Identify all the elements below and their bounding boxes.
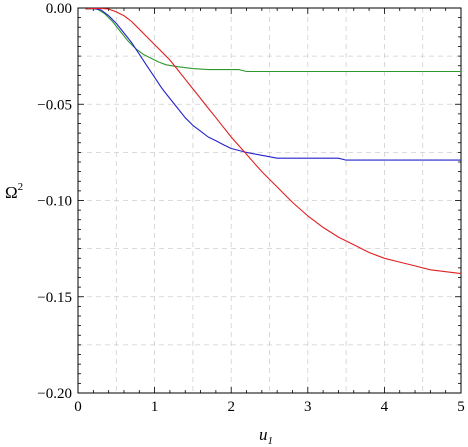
x-axis-label-subscript: 1	[268, 435, 274, 447]
x-tick-label: 4	[381, 399, 389, 415]
grid	[78, 8, 461, 393]
axis-ticks: 0 1 2 3 4 5 0.00 −0.05 −0.10 −0.15 −0.20	[37, 1, 464, 415]
x-axis-label: u1	[259, 425, 273, 447]
series-line-2	[85, 8, 461, 161]
y-tick-label: −0.20	[37, 386, 72, 402]
x-tick-label: 5	[457, 399, 465, 415]
x-tick-label: 0	[74, 399, 82, 415]
series-line-3	[85, 7, 462, 275]
y-axis-label-superscript: 2	[18, 181, 24, 193]
y-tick-label: −0.10	[37, 194, 72, 210]
y-axis-label: Ω2	[5, 181, 23, 202]
series-group	[85, 7, 462, 275]
x-tick-label: 1	[151, 399, 159, 415]
x-tick-label: 2	[227, 399, 235, 415]
y-tick-label: −0.05	[37, 97, 72, 113]
series-line-1	[85, 7, 461, 73]
y-tick-label: 0.00	[46, 1, 72, 17]
y-tick-label: −0.15	[37, 290, 72, 306]
x-tick-label: 3	[304, 399, 312, 415]
